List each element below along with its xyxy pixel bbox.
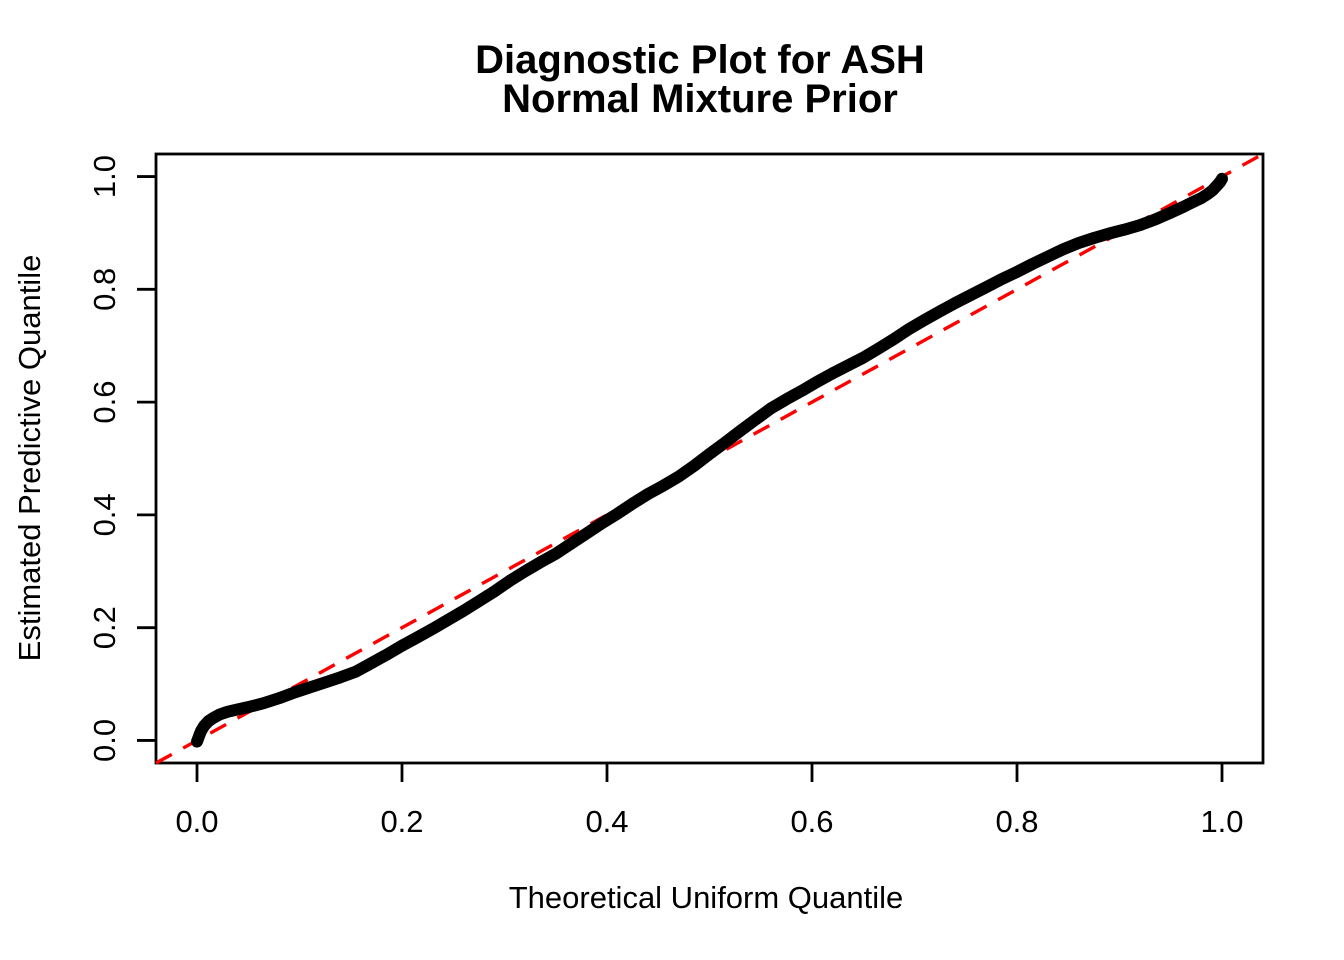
x-axis-tick-label: 0.6 bbox=[790, 804, 833, 839]
plot-box-frame bbox=[154, 152, 1265, 765]
y-axis-tick-label: 0.6 bbox=[87, 381, 122, 424]
x-axis: 0.0 0.2 0.4 0.6 0.8 1.0 bbox=[175, 763, 1244, 839]
x-axis-title: Theoretical Uniform Quantile bbox=[509, 880, 904, 915]
y-axis-tick-label: 0.2 bbox=[87, 606, 122, 649]
y-axis-tick-label: 0.8 bbox=[87, 268, 122, 311]
plot-title: Diagnostic Plot for ASH Normal Mixture P… bbox=[475, 38, 925, 121]
x-axis-tick-label: 0.4 bbox=[585, 804, 628, 839]
plot-title-line-1: Diagnostic Plot for ASH bbox=[475, 38, 925, 82]
x-axis-tick-label: 0.0 bbox=[175, 804, 218, 839]
y-axis: 0.0 0.2 0.4 0.6 0.8 1.0 bbox=[87, 155, 156, 762]
y-axis-title: Estimated Predictive Quantile bbox=[12, 255, 47, 662]
y-axis-tick-label: 1.0 bbox=[87, 155, 122, 198]
y-axis-tick-label: 0.0 bbox=[87, 719, 122, 762]
x-axis-tick-label: 0.8 bbox=[995, 804, 1038, 839]
quantile-curve bbox=[191, 172, 1228, 748]
x-axis-tick-label: 1.0 bbox=[1200, 804, 1243, 839]
y-axis-tick-label: 0.4 bbox=[87, 493, 122, 536]
plot-title-line-2: Normal Mixture Prior bbox=[502, 77, 898, 121]
x-axis-tick-label: 0.2 bbox=[380, 804, 423, 839]
